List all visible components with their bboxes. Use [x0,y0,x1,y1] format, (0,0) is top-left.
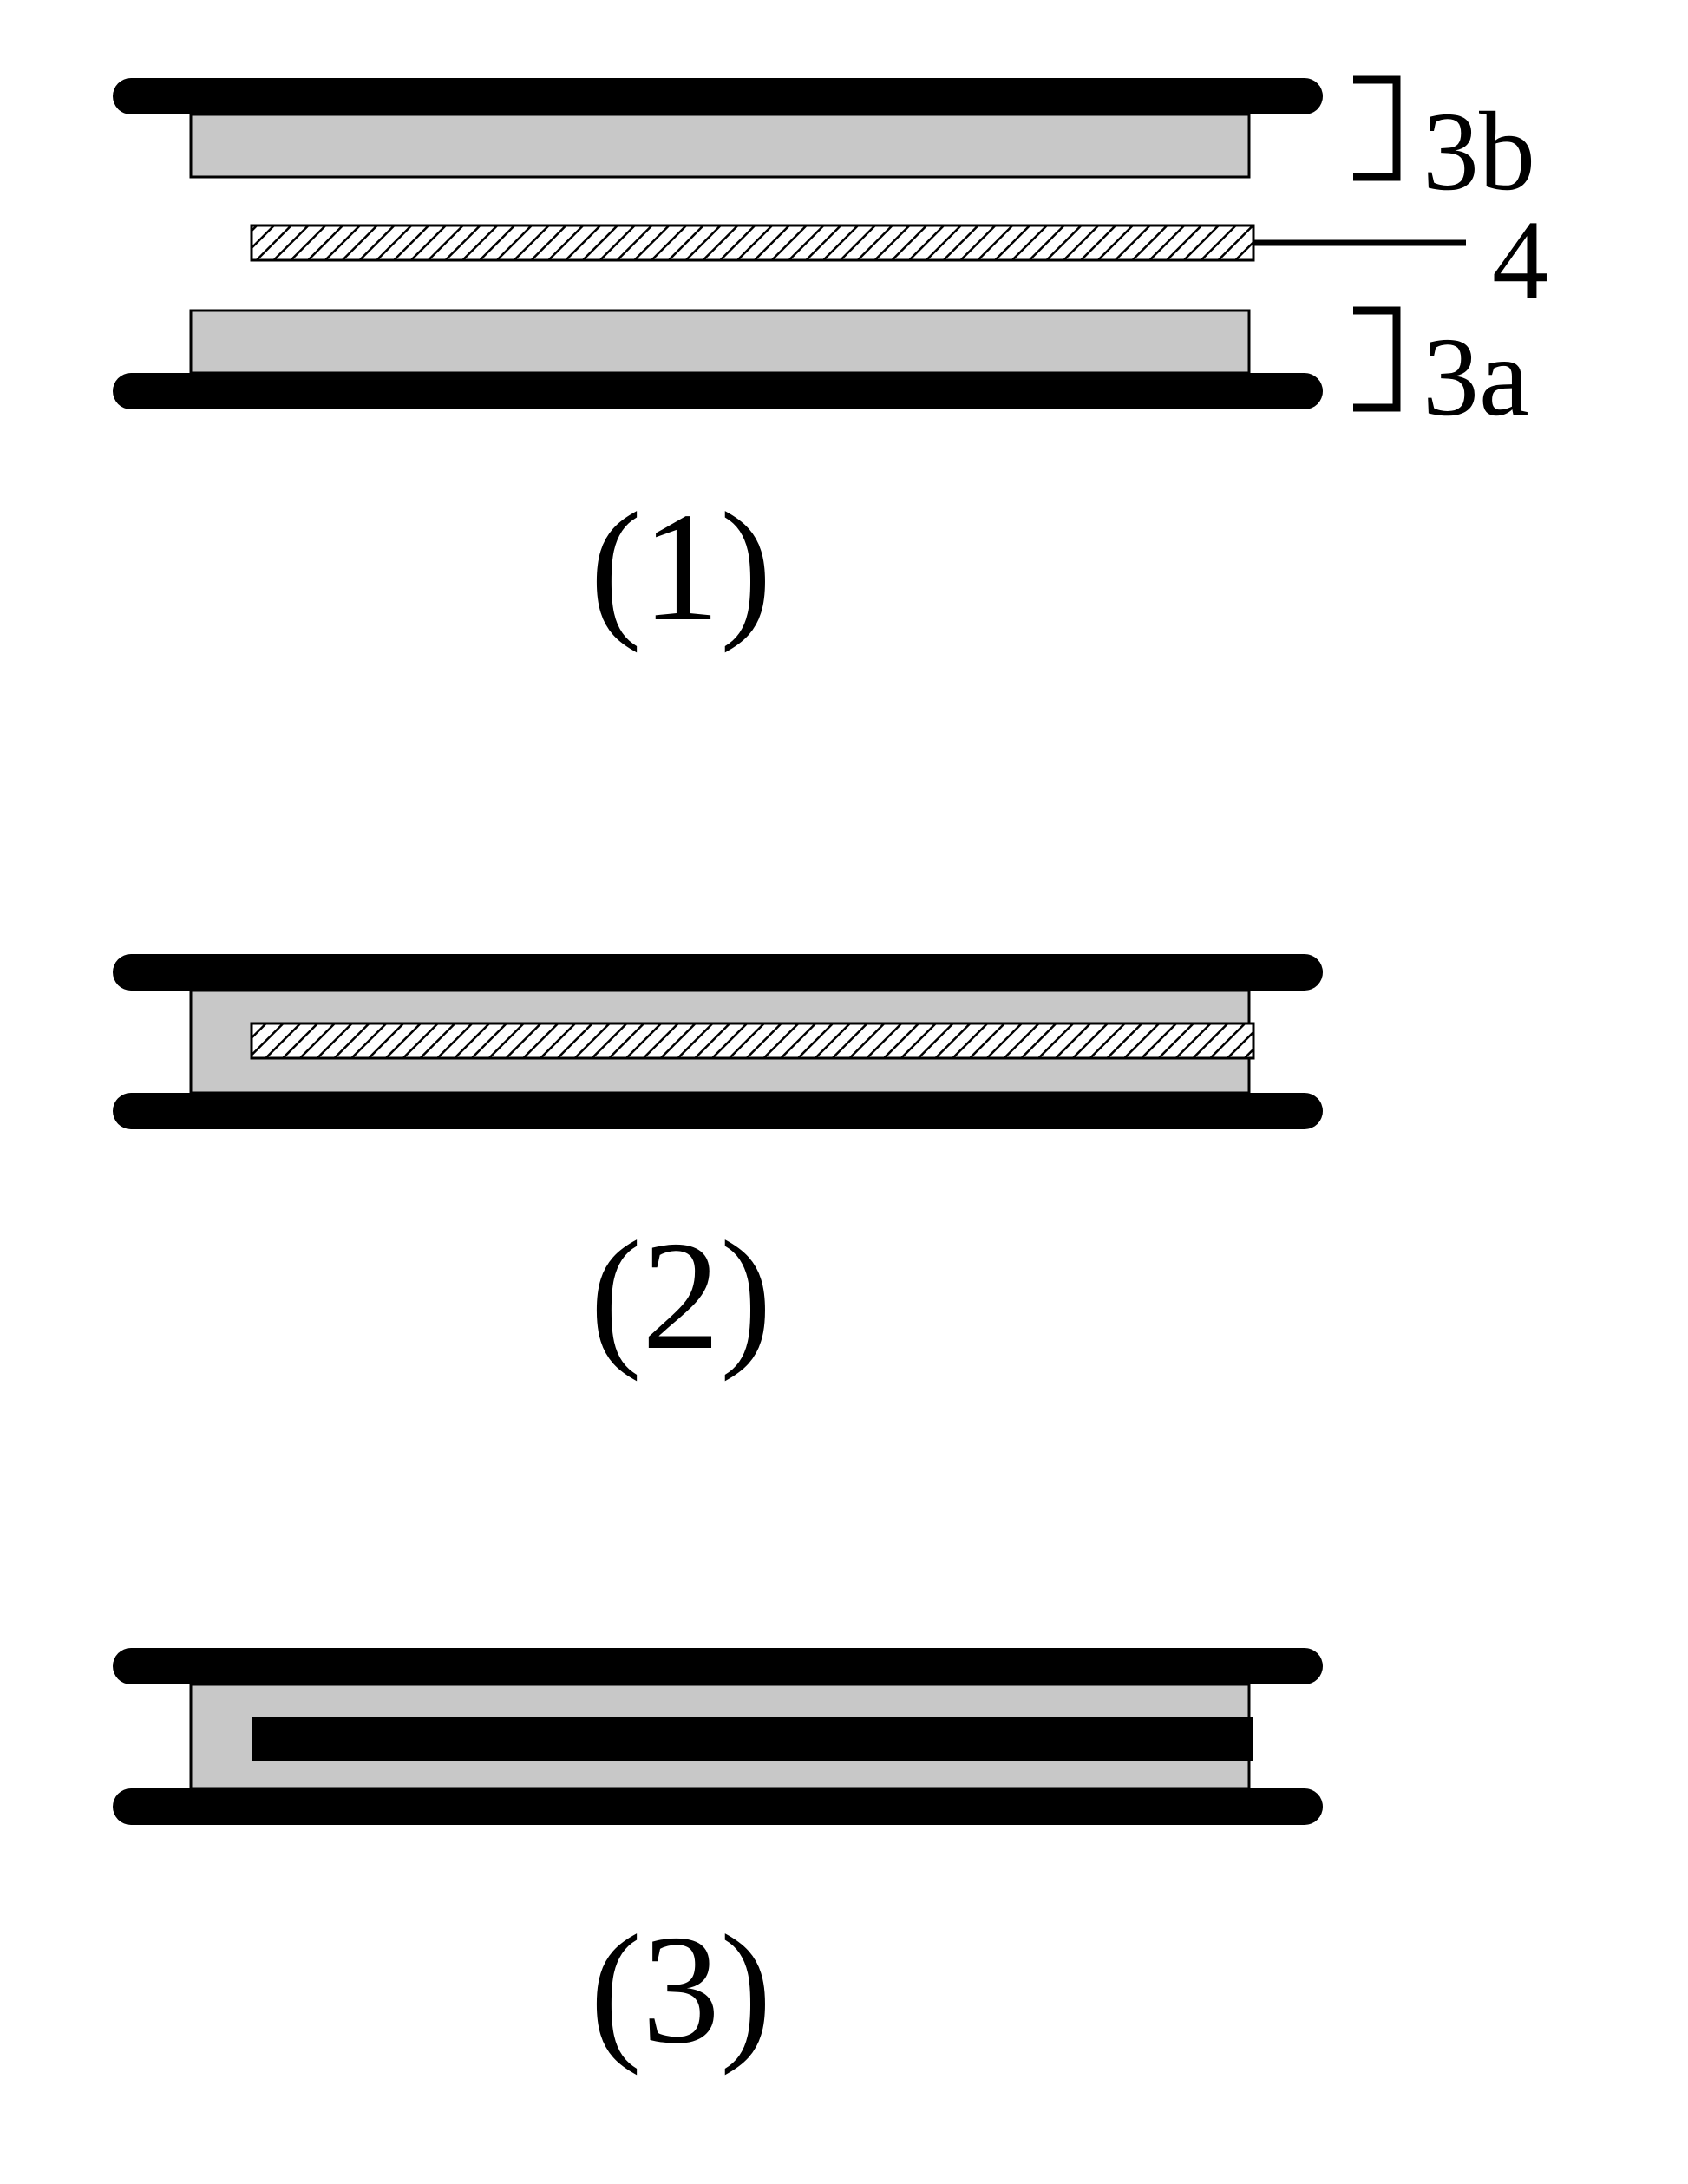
p3-bot-rod [113,1788,1323,1825]
p2-top-rod [113,954,1323,991]
panel-2-number: (2) [590,1206,772,1385]
label-3a: 3a [1423,312,1529,442]
bracket-3a [1353,311,1397,408]
label-4: 4 [1492,195,1548,325]
p2-bot-rod [113,1093,1323,1129]
p3-top-rod [113,1648,1323,1684]
p1-hatch [252,226,1253,260]
p1-top-rod [113,78,1323,114]
p3-solid-inner [252,1717,1253,1761]
p1-bot-rod [113,373,1323,409]
panel-1-number: (1) [590,477,772,657]
bracket-3b [1353,80,1397,177]
panel-3-number: (3) [590,1900,772,2079]
p1-bot-gray [191,311,1249,373]
p1-top-gray [191,114,1249,177]
p2-hatch [252,1023,1253,1058]
